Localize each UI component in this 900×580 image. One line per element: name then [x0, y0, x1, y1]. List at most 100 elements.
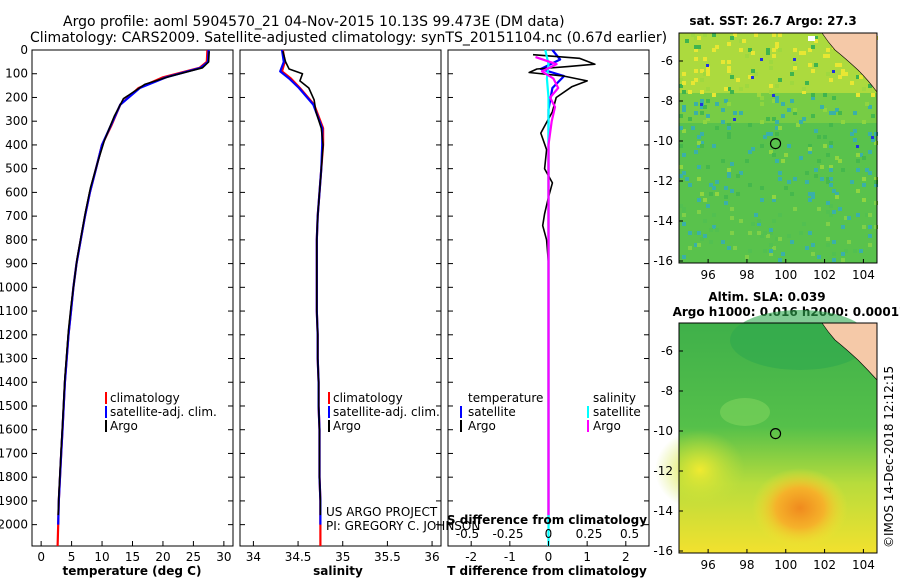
sst-pixel	[835, 195, 839, 199]
sst-pixel	[697, 210, 701, 214]
sst-pixel	[769, 90, 773, 94]
sst-pixel	[829, 78, 833, 82]
map-lon-label: 104	[852, 268, 875, 282]
sst-pixel	[775, 126, 779, 130]
sst-pixel	[823, 93, 827, 97]
sst-pixel	[730, 231, 734, 235]
sst-pixel	[811, 69, 815, 73]
map-lon-label: 100	[774, 558, 797, 572]
sst-pixel	[781, 102, 785, 106]
sst-pixel	[769, 66, 773, 70]
depth-axis: 0 100 200 300 400 500 600 700 800 900 1000 1100 1200…	[0, 43, 28, 532]
sst-pixel	[862, 87, 866, 91]
sst-pixel	[808, 231, 812, 235]
sst-pixel	[808, 150, 812, 154]
credit-pi: PI: GREGORY C. JOHNSON	[326, 519, 480, 533]
sst-pixel	[823, 144, 827, 148]
sst-pixel	[715, 192, 719, 196]
sst-pixel	[724, 87, 728, 91]
sst-pixel	[733, 111, 737, 115]
sla-map-frame	[678, 322, 878, 554]
sst-pixel	[760, 198, 764, 202]
sst-pixel	[787, 108, 791, 112]
series-line-t-argo	[528, 53, 596, 516]
sst-pixel	[688, 90, 692, 94]
sst-pixel	[748, 123, 752, 127]
depth-tick-label: 900	[5, 257, 28, 271]
credit-project: US ARGO PROJECT	[326, 505, 438, 519]
sst-pixel	[760, 102, 764, 106]
sst-pixel	[727, 42, 731, 46]
sst-pixel	[832, 210, 836, 214]
sst-pixel	[754, 213, 758, 217]
sst-pixel	[829, 141, 833, 145]
sst-pixel	[724, 195, 728, 199]
sst-pixel	[694, 231, 698, 235]
sst-pixel	[772, 99, 776, 103]
sst-pixel	[700, 105, 704, 109]
sst-pixel	[841, 225, 845, 229]
sst-pixel	[712, 48, 716, 52]
legend-satellite-label: satellite-adj. clim.	[110, 405, 217, 419]
sst-pixel	[700, 111, 704, 115]
sst-pixel	[808, 144, 812, 148]
sst-pixel	[760, 96, 764, 100]
x-tick-label: -2	[465, 550, 477, 564]
map-lon-label: 98	[739, 558, 754, 572]
sst-pixel	[793, 48, 797, 52]
sst-pixel	[721, 120, 725, 124]
map-lat-label: -6	[661, 54, 673, 68]
sst-pixel	[727, 168, 731, 172]
sst-pixel	[838, 207, 842, 211]
sst-pixel	[769, 60, 773, 64]
sst-pixel	[679, 144, 683, 148]
sst-pixel	[829, 123, 833, 127]
sst-pixel	[841, 72, 845, 76]
sst-pixel	[766, 48, 770, 52]
x-tick-label-salinity: -0.5	[456, 527, 479, 541]
x-tick-label: 10	[94, 550, 109, 564]
sst-pixel	[784, 186, 788, 190]
sst-pixel	[727, 132, 731, 136]
depth-tick-label: 0	[20, 43, 28, 57]
sst-pixel	[769, 132, 773, 136]
sst-pixel	[766, 132, 770, 136]
sst-pixel	[721, 60, 725, 64]
sst-pixel	[871, 93, 875, 97]
x-tick-label: 5	[68, 550, 76, 564]
sst-pixel	[868, 243, 872, 247]
sst-pixel	[868, 213, 872, 217]
sst-pixel	[829, 204, 833, 208]
sst-pixel	[703, 72, 707, 76]
sst-pixel	[754, 33, 758, 37]
sst-pixel	[850, 132, 854, 136]
sst-pixel	[793, 177, 797, 181]
map-lon-label: 98	[739, 268, 754, 282]
sla-light-patch	[720, 398, 770, 426]
sst-pixel	[868, 132, 872, 136]
depth-tick-label: 2000	[0, 518, 28, 532]
sst-pixel	[862, 225, 866, 229]
sst-pixel	[760, 186, 764, 190]
legend-temperature-title: temperature	[468, 391, 543, 405]
sst-pixel	[853, 138, 857, 142]
sst-pixel	[868, 234, 872, 238]
sst-pixel	[688, 183, 692, 187]
sst-pixel	[793, 63, 797, 67]
legend-t-argo-label: Argo	[468, 419, 496, 433]
sst-pixel	[811, 252, 815, 256]
sst-pixel	[682, 222, 686, 226]
legend-climatology-label: climatology	[333, 391, 403, 405]
sst-pixel	[856, 189, 860, 193]
sst-pixel	[856, 75, 860, 79]
sst-pixel	[682, 207, 686, 211]
sst-pixel	[820, 105, 824, 109]
difference-xlabel: T difference from climatology	[447, 564, 647, 578]
sst-pixel	[817, 207, 821, 211]
sst-pixel	[781, 252, 785, 256]
sst-pixel	[727, 87, 731, 91]
sst-pixel	[868, 84, 872, 88]
sst-pixel	[823, 108, 827, 112]
sst-pixel	[790, 81, 794, 85]
map-lat-label: -12	[653, 174, 673, 188]
